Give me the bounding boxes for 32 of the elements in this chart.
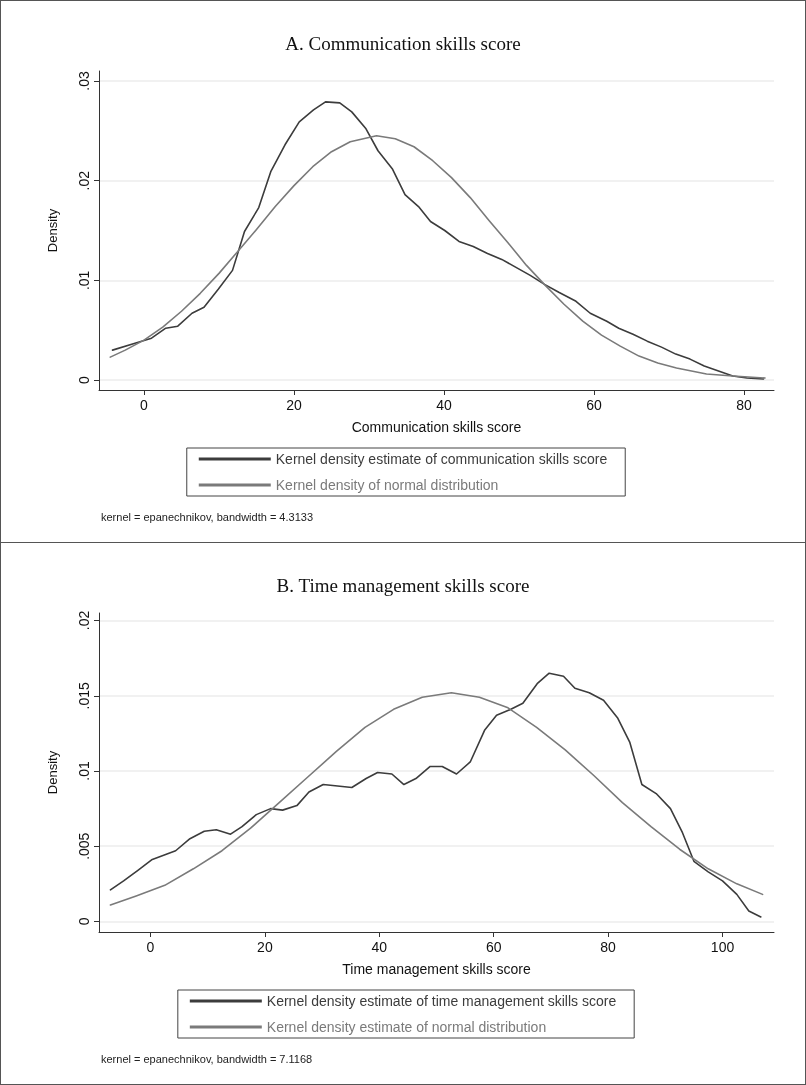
text: Kernel density estimate of normal distribution [266, 1019, 547, 1035]
y-tick-label: .03 [76, 71, 92, 91]
x-tick-label: 80 [736, 397, 752, 413]
y-axis-title: Density [45, 208, 60, 253]
x-tick-label: 80 [600, 939, 617, 955]
y-tick-label: .01 [76, 270, 92, 291]
text: Kernel density estimate of time management skills score [266, 993, 617, 1009]
x-tick-label: 0 [140, 397, 149, 413]
y-axis-title: Density [45, 750, 60, 795]
x-tick-label: 0 [146, 939, 155, 955]
text: Kernel density estimate of communication skills score [275, 451, 608, 467]
y-tick-label: .005 [76, 832, 92, 860]
text: kernel = epanechnikov, bandwidth = 7.1168 [101, 1052, 313, 1065]
y-tick-label: .02 [76, 610, 92, 631]
x-tick-label: 20 [257, 939, 273, 955]
chart-title: B. Time management skills score [276, 575, 530, 596]
x-axis-title: Communication skills score [351, 419, 522, 435]
y-tick-label: 0 [76, 917, 92, 926]
x-tick-label: 40 [436, 397, 452, 413]
text: kernel = epanechnikov, bandwidth = 4.3133 [101, 510, 314, 523]
x-tick-label: 40 [371, 939, 388, 955]
x-tick-label: 20 [286, 397, 302, 413]
x-tick-label: 60 [586, 397, 602, 413]
x-tick-label: 100 [710, 939, 735, 955]
y-tick-label: .02 [76, 170, 92, 191]
x-axis-title: Time management skills score [342, 961, 531, 977]
y-tick-label: .01 [76, 761, 92, 781]
y-tick-label: 0 [76, 375, 92, 384]
chart-title: A. Communication skills score [285, 33, 521, 54]
text: Kernel density of normal distribution [275, 477, 499, 493]
y-tick-label: .015 [76, 681, 92, 710]
x-tick-label: 60 [485, 939, 502, 955]
